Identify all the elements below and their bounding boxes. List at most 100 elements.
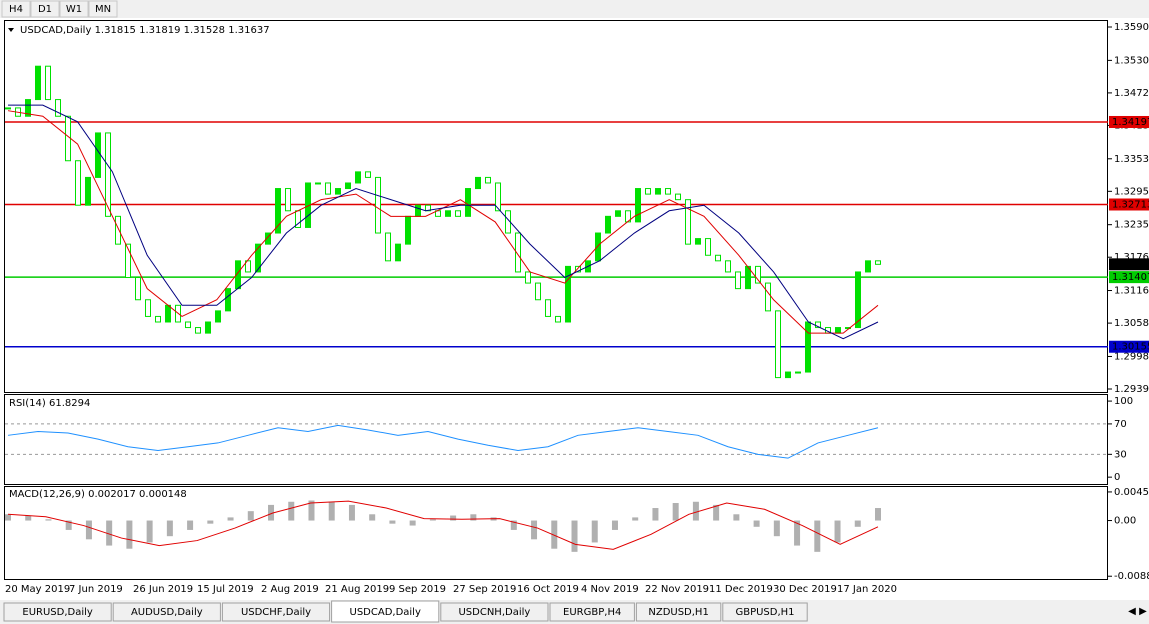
y-tick-label: 1.31765 <box>1114 252 1149 263</box>
timeframe-button[interactable] <box>1 0 31 18</box>
macd-bar <box>652 508 659 521</box>
tab-label[interactable]: EURGBP,H4 <box>563 607 621 618</box>
candle-body <box>185 321 191 329</box>
tab-label[interactable]: USDCHF,Daily <box>241 607 311 618</box>
macd-bar <box>348 504 355 521</box>
candle-body <box>815 321 821 329</box>
macd-bar <box>207 520 214 524</box>
tab-label[interactable]: EURUSD,Daily <box>22 607 93 618</box>
tab[interactable] <box>549 602 635 622</box>
candle-body <box>645 188 651 195</box>
tab[interactable] <box>112 602 221 622</box>
scroll-left[interactable]: ◀ <box>1128 606 1136 617</box>
macd-bar <box>268 504 275 521</box>
tab-label[interactable]: GBPUSD,H1 <box>735 607 794 618</box>
macd-bar <box>551 520 558 549</box>
current-price-box <box>1109 258 1149 271</box>
x-tick-label: 22 Nov 2019 <box>645 584 709 595</box>
macd-header: MACD(12,26,9) 0.002017 0.000148 <box>9 489 187 500</box>
macd-bar <box>773 520 780 537</box>
candle-body <box>145 299 151 317</box>
tab-label[interactable]: USDCAD,Daily <box>350 607 421 618</box>
timeframe-label[interactable]: D1 <box>38 4 52 15</box>
candle-body <box>395 243 401 262</box>
macd-bar <box>45 519 52 521</box>
timeframe-button[interactable] <box>88 0 118 18</box>
x-tick-label: 26 Jun 2019 <box>133 584 193 595</box>
candle-body <box>715 254 721 262</box>
candle-body <box>835 327 841 334</box>
y-tick-label: 1.32350 <box>1114 220 1149 231</box>
tab[interactable] <box>635 602 722 622</box>
tab-label[interactable]: NZDUSD,H1 <box>648 607 708 618</box>
timeframe-label[interactable]: H4 <box>9 4 23 15</box>
x-tick-label: 30 Dec 2019 <box>773 584 837 595</box>
y-tick-label: 1.31166 <box>1114 286 1149 297</box>
candle-body <box>115 215 121 245</box>
candle-body <box>245 260 251 273</box>
candle-body <box>665 188 671 195</box>
candle-body <box>575 265 581 273</box>
macd-bar <box>672 503 679 521</box>
tab[interactable] <box>3 602 112 622</box>
candle-body <box>635 188 641 223</box>
x-tick-label: 4 Nov 2019 <box>581 584 639 595</box>
candle-body <box>855 271 861 329</box>
candle-body <box>565 265 571 323</box>
candle-body <box>325 182 331 195</box>
macd-bar <box>753 520 760 527</box>
x-tick-label: 7 Jun 2019 <box>69 584 123 595</box>
level-label-box <box>1109 271 1149 284</box>
candle-body <box>805 321 811 373</box>
tab-label[interactable]: AUDUSD,Daily <box>131 607 203 618</box>
macd-signal <box>7 500 879 550</box>
timeframe-label[interactable]: MN <box>95 4 111 15</box>
candle-body <box>155 315 161 323</box>
timeframe-button[interactable] <box>30 0 60 18</box>
candle-body <box>135 277 141 301</box>
level-label-box <box>1109 198 1149 211</box>
macd-bar <box>126 520 133 549</box>
candle-body <box>725 260 731 273</box>
y-tick-label: 1.33535 <box>1114 154 1149 165</box>
x-tick-label: 17 Jan 2020 <box>837 584 897 595</box>
y-tick-label: 70 <box>1114 419 1127 430</box>
y-tick-label: 1.32950 <box>1114 186 1149 197</box>
macd-bar <box>470 514 477 521</box>
candle-body <box>195 327 201 334</box>
candle-body <box>845 327 851 330</box>
level-label-box <box>1109 340 1149 353</box>
macd-bar <box>814 520 821 552</box>
candle-body <box>465 188 471 217</box>
tab[interactable] <box>221 602 331 622</box>
candle-body <box>865 260 871 273</box>
macd-bar <box>571 520 578 552</box>
candle-body <box>545 299 551 317</box>
candle-body <box>285 188 291 212</box>
tab[interactable] <box>331 600 440 623</box>
candle-body <box>765 282 771 312</box>
macd-bar <box>875 508 881 521</box>
timeframe-label[interactable]: W1 <box>66 4 82 15</box>
tab-label[interactable]: USDCNH,Daily <box>458 607 530 618</box>
candle-body <box>335 188 341 195</box>
macd-bar <box>187 520 194 530</box>
candle-body <box>385 232 391 262</box>
candle-body <box>85 176 91 206</box>
macd-bar <box>308 500 315 521</box>
candle-body <box>445 210 451 217</box>
tab[interactable] <box>440 602 549 622</box>
candle-body <box>275 188 281 234</box>
macd-bar <box>106 520 113 546</box>
scroll-right[interactable]: ▶ <box>1139 606 1147 617</box>
candle-body <box>685 199 691 245</box>
candle-body <box>375 176 381 234</box>
candle-body <box>515 232 521 273</box>
main-panel <box>4 20 1108 393</box>
macd-bar <box>166 520 173 537</box>
candle-body <box>205 321 211 334</box>
collapse-icon[interactable] <box>8 28 14 32</box>
macd-bar <box>794 520 801 546</box>
tab[interactable] <box>722 602 808 622</box>
timeframe-button[interactable] <box>59 0 89 18</box>
